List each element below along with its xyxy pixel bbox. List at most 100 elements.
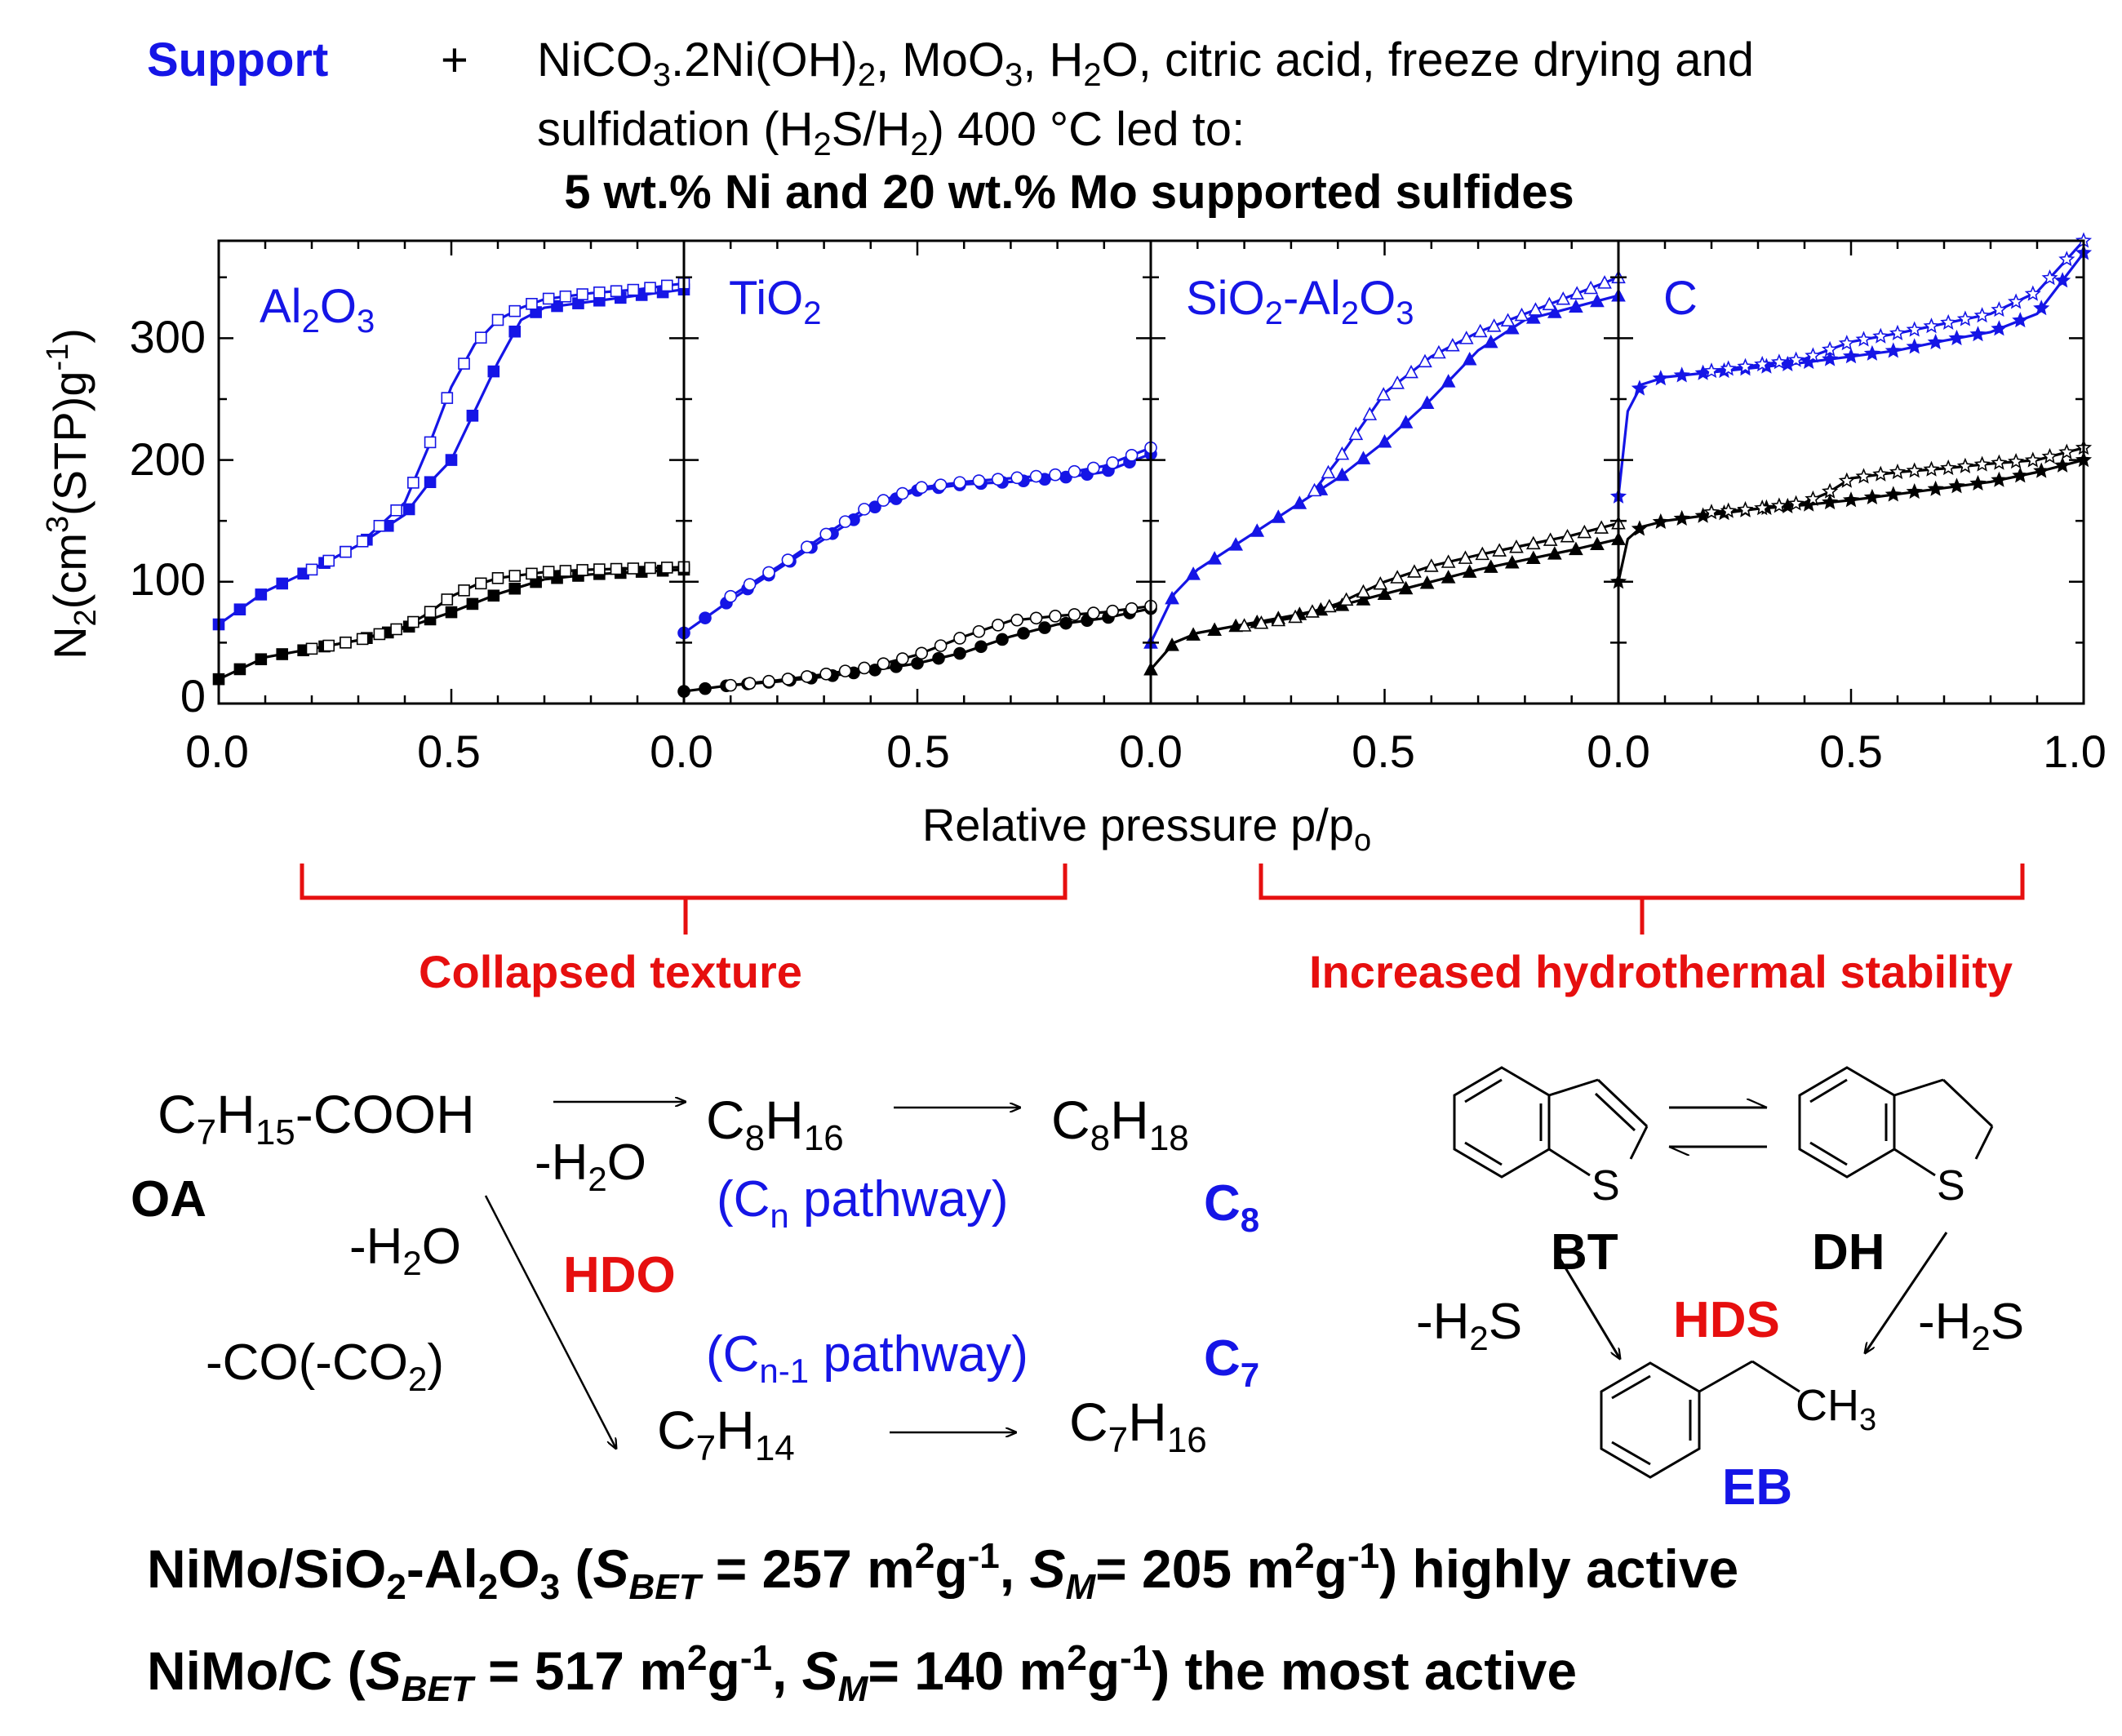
data-point [1842,491,1860,508]
x-tick-label: 0.5 [886,726,950,777]
data-point [1822,482,1839,499]
data-point [322,554,335,567]
data-point [992,473,1005,486]
data-point [1560,528,1575,543]
data-point [305,563,318,576]
x-axis-label: Relative pressure p/po [922,799,1371,858]
h2o-left: -H2O [349,1219,461,1282]
data-point [508,304,522,317]
data-point [508,325,522,338]
data-point [373,628,386,641]
data-point [1029,611,1043,625]
cn1-pathway: (Cn-1 pathway) [706,1326,1028,1390]
c8h18-formula: C8H18 [1051,1090,1189,1158]
panel-label-carbon: C [1663,272,1698,325]
footer-line-1: NiMo/SiO2-Al2O3 (SBET = 257 m2g-1, SM= 2… [147,1536,1738,1607]
data-point [1165,637,1179,651]
data-point [576,564,588,576]
data-point [660,279,673,292]
data-point [1419,395,1435,410]
data-point [390,623,402,636]
data-point [1292,495,1307,509]
data-point [233,603,246,616]
hds-labels: S S BT DH -H2S HDS -H2S CH3 EB [1416,1162,2024,1516]
data-point [1356,451,1371,464]
panel-label-tio2: TiO2 [729,272,822,331]
data-point [1556,291,1571,305]
data-point [255,588,268,601]
data-point [1390,375,1405,389]
data-point [1186,627,1201,641]
data-point [1754,499,1771,516]
series-line [683,452,1152,634]
data-point [1207,622,1222,636]
data-point [1106,604,1119,618]
data-point [1441,374,1456,388]
collapsed-texture-label: Collapsed texture [419,946,802,997]
data-point [1652,370,1669,386]
data-point [593,286,606,299]
data-point [276,577,289,590]
data-point [2024,285,2041,301]
data-point [819,667,833,681]
data-point [1948,329,1965,346]
x-tick-label: 0.5 [1352,726,1415,777]
y-axis-label: N2(cm3(STP)g-1) [41,328,103,659]
data-point [424,436,437,449]
data-point [1321,464,1336,479]
data-point [1423,558,1439,572]
data-point [610,285,623,298]
data-point [1458,550,1473,564]
data-point [1207,551,1222,565]
data-point [1462,564,1477,578]
c8-label: C8 [1204,1175,1259,1239]
data-point [1889,324,1907,341]
data-point [1822,350,1839,366]
oa-label: OA [131,1171,206,1228]
x-tick-label: 0.0 [1119,726,1183,777]
data-point [1569,286,1585,300]
data-point [1822,340,1839,357]
data-point [1376,387,1392,401]
x-tick-label: 0.0 [185,726,249,777]
x-tick-label: 1.0 [2043,726,2106,777]
data-point [1702,362,1720,379]
data-point [1390,570,1405,584]
data-point [934,478,948,491]
data-point [1787,351,1805,367]
data-point [576,288,588,300]
data-point [1483,334,1498,349]
data-point [1872,327,1889,344]
h2s-left: -H2S [1416,1294,1522,1357]
data-point [1525,535,1541,550]
data-point [1504,554,1520,569]
data-point [2008,453,2025,469]
data-point [953,646,966,660]
data-point [1673,509,1690,526]
data-point [1404,364,1418,379]
data-point [1956,457,1973,473]
data-point [2041,447,2058,464]
data-point [1068,608,1081,621]
data-point [1271,612,1286,627]
data-point [1770,353,1787,370]
data-point [2041,269,2058,286]
data-point [1737,357,1754,374]
data-point [340,545,352,558]
data-point [2033,462,2050,478]
data-point [996,633,1009,646]
data-point [1884,486,1902,502]
data-point [699,682,712,695]
data-point [1720,360,1737,376]
data-point [542,292,555,305]
data-point [1483,559,1498,573]
data-point [660,562,673,574]
data-point [526,567,538,580]
data-point [1125,602,1139,615]
data-point [1307,482,1322,497]
data-point [1906,482,1923,499]
data-point [1956,310,1973,326]
arrow-dh-to-eb [1865,1232,1948,1353]
c7-label: C7 [1204,1330,1259,1394]
header-line-2: sulfidation (H2S/H2) 400 °C led to: [537,103,1245,162]
